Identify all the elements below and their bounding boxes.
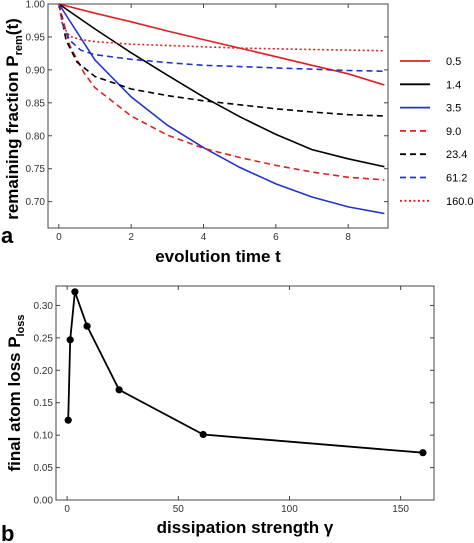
legend-label-160.0: 160.0 xyxy=(446,196,474,208)
panel-b-data-point xyxy=(83,322,91,330)
panel-a-ytick-label: 0.80 xyxy=(26,131,46,142)
panel-b-ytick-label: 0.30 xyxy=(34,301,54,312)
legend-label-1.4: 1.4 xyxy=(446,79,461,91)
legend-label-9.0: 9.0 xyxy=(446,126,461,138)
panel-b-data-point xyxy=(115,386,123,394)
series-line-23.4 xyxy=(58,3,385,117)
panel-b-xtick-label: 50 xyxy=(173,504,185,515)
legend-label-0.5: 0.5 xyxy=(446,56,461,68)
panel-a-ylabel-sub: rem xyxy=(13,35,25,55)
panel-a-ylabel-arg: (t) xyxy=(3,18,22,35)
panel-b-data-point xyxy=(71,288,79,296)
panel-a-xlabel: evolution time t xyxy=(155,247,281,266)
panel-a-xtick-label: 0 xyxy=(56,232,62,243)
panel-a: 0 2 4 6 8 0.70 0.75 0.80 0.85 0.90 0.95 1.00 0.5 1.4 3… xyxy=(1,0,474,266)
panel-a-ytick-label: 0.70 xyxy=(26,197,46,208)
panel-a-ytick-label: 1.00 xyxy=(26,0,46,11)
legend-label-23.4: 23.4 xyxy=(446,149,467,161)
panel-b-ylabel: final atom loss Ploss xyxy=(5,314,27,471)
panel-a-ytick-label: 0.95 xyxy=(26,32,46,43)
panel-b-ytick-label: 0.10 xyxy=(34,431,54,442)
panel-b-xtick-label: 0 xyxy=(64,504,70,515)
panel-b-xlabel: dissipation strength γ xyxy=(157,518,334,537)
panel-b-ytick-label: 0.15 xyxy=(34,398,54,409)
panel-b-ytick-label: 0.20 xyxy=(34,366,54,377)
panel-b-xtick-label: 100 xyxy=(281,504,298,515)
legend-label-61.2: 61.2 xyxy=(446,173,467,185)
panel-b-data-point xyxy=(66,336,74,344)
panel-b-ylabel-sub: loss xyxy=(15,314,27,336)
series-line-9.0 xyxy=(58,3,385,181)
panel-a-ytick-label: 0.75 xyxy=(26,164,46,175)
panel-a-ylabel: remaining fraction Prem(t) xyxy=(3,18,25,220)
panel-a-frame xyxy=(47,3,389,229)
panel-b-ytick-label: 0.25 xyxy=(34,333,54,344)
panel-b: 0 50 100 150 0.00 0.05 0.10 0.15 0.20 0.25 0.30 dis… xyxy=(1,285,435,543)
panel-a-letter: a xyxy=(1,223,14,248)
panel-b-data-point xyxy=(419,449,427,457)
panel-b-xtick-label: 150 xyxy=(392,504,409,515)
panel-b-ytick-label: 0.00 xyxy=(34,496,54,507)
panel-a-xtick-label: 8 xyxy=(345,232,351,243)
panel-a-ytick-label: 0.85 xyxy=(26,98,46,109)
panel-a-xtick-label: 4 xyxy=(201,232,207,243)
series-line-3.5 xyxy=(58,3,385,215)
panel-a-ytick-label: 0.90 xyxy=(26,65,46,76)
panel-b-series-line xyxy=(67,291,423,454)
panel-b-data-point xyxy=(64,416,72,424)
panel-b-data-point xyxy=(199,430,207,439)
panel-a-xtick-label: 2 xyxy=(128,232,134,243)
panel-b-letter: b xyxy=(1,521,14,543)
series-line-61.2 xyxy=(58,3,385,72)
panel-b-ylabel-main: final atom loss P xyxy=(5,336,24,471)
panel-a-ylabel-main: remaining fraction P xyxy=(3,55,22,219)
panel-a-xtick-label: 6 xyxy=(273,232,279,243)
panel-b-frame xyxy=(55,285,435,501)
panel-b-ytick-label: 0.05 xyxy=(34,463,54,474)
series-line-1.4 xyxy=(58,3,385,168)
legend-label-3.5: 3.5 xyxy=(446,103,461,115)
